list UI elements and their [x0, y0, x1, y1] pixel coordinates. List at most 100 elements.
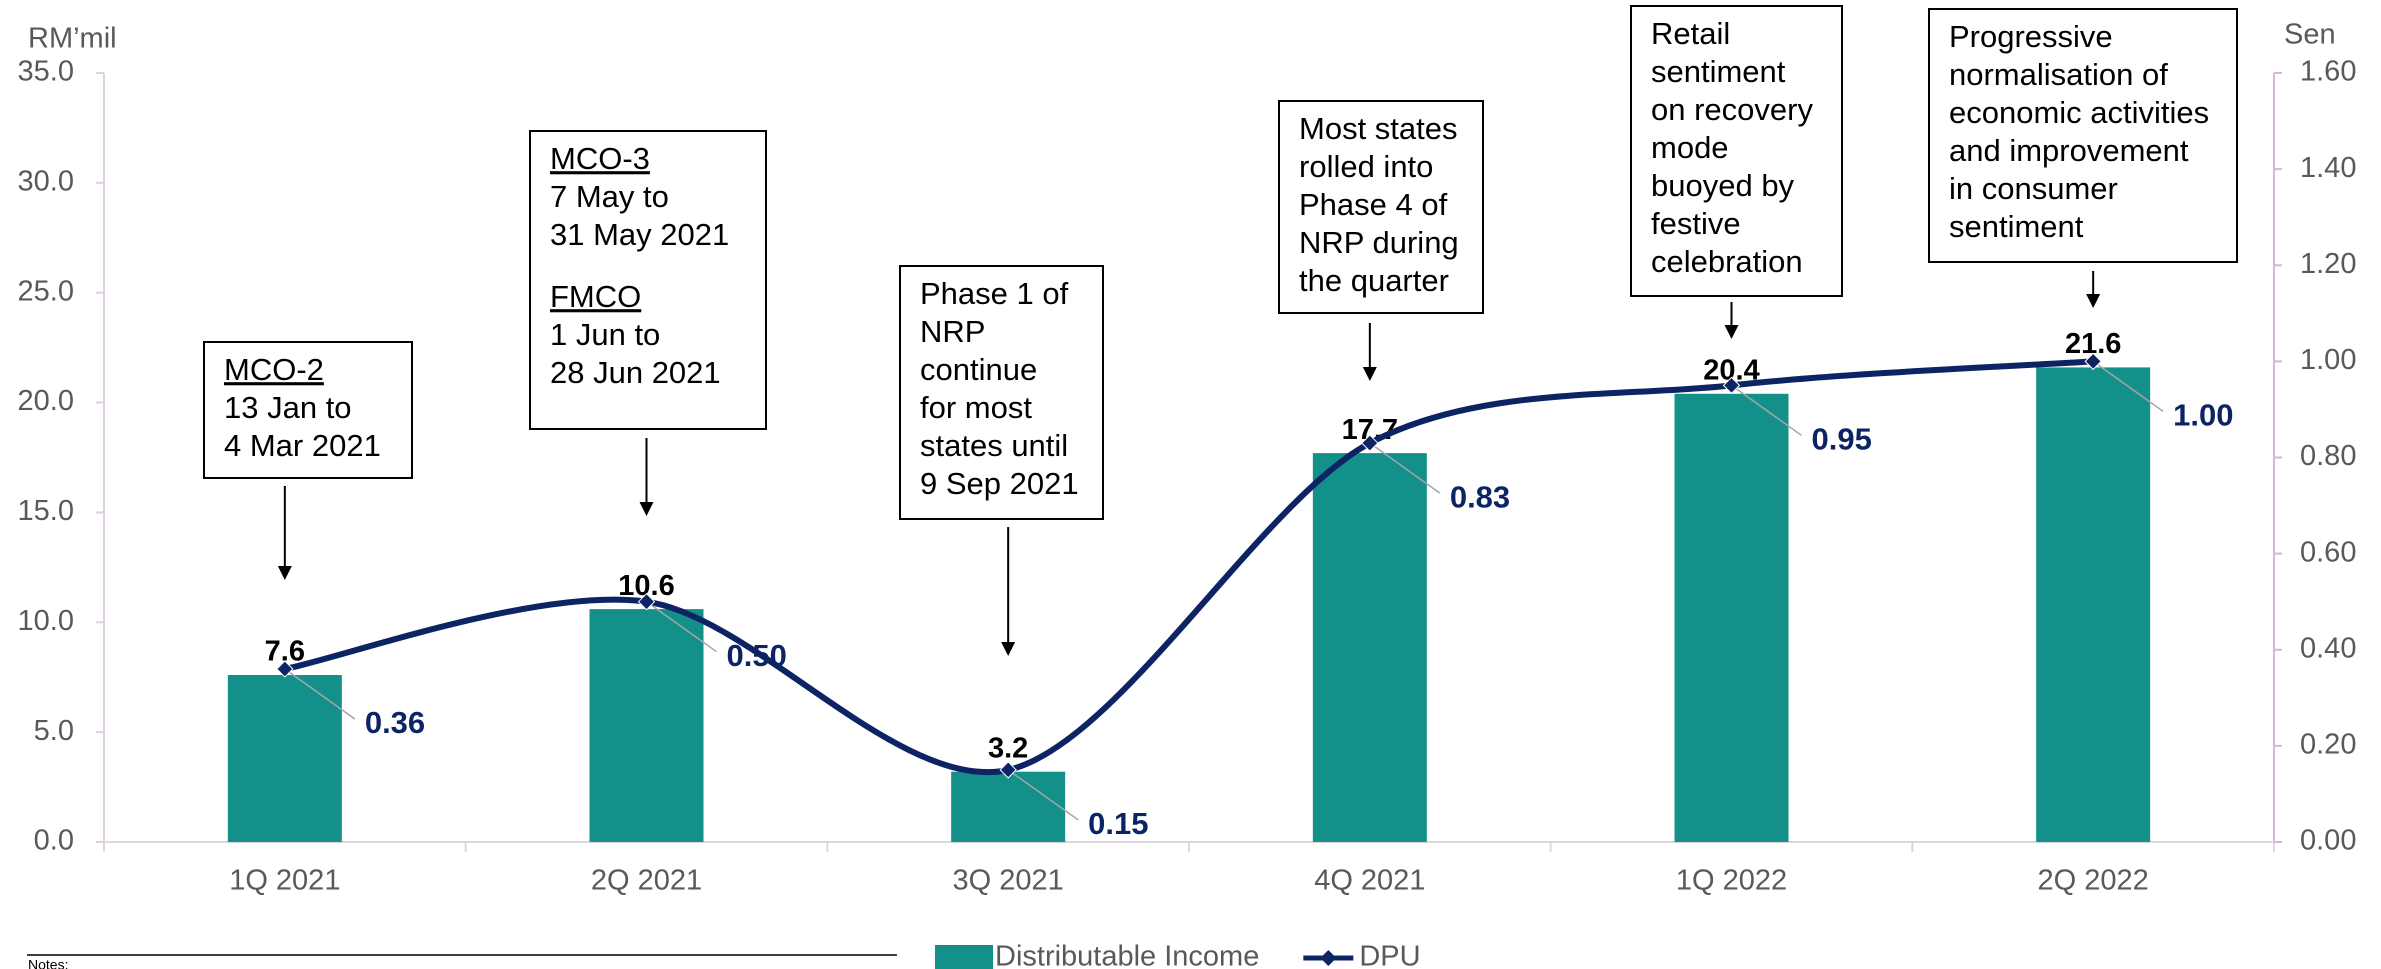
- annotation-text: sentiment: [1651, 54, 1786, 89]
- y-tick-label: 10.0: [18, 605, 74, 637]
- annotation-text: 1 Jun to: [550, 317, 660, 352]
- dpu-marker: [1722, 376, 1741, 395]
- x-tick-label: 4Q 2021: [1314, 865, 1425, 897]
- dpu-value-label: 0.50: [727, 638, 787, 673]
- dpu-value-label: 0.15: [1088, 806, 1148, 841]
- annotation-text: mode: [1651, 130, 1729, 165]
- x-tick-label: 1Q 2022: [1676, 865, 1787, 897]
- annotation-text: economic activities: [1949, 95, 2209, 130]
- y-axis-label: RM’mil: [28, 23, 117, 55]
- leader-line: [2092, 360, 2164, 412]
- annotation-heading: MCO-3: [550, 141, 650, 176]
- annotation-arrowhead: [1001, 642, 1016, 656]
- bar: [1312, 453, 1427, 842]
- dpu-value-label: 0.95: [1812, 422, 1872, 457]
- annotation-text: Retail: [1651, 16, 1730, 51]
- y2-tick-label: 1.00: [2300, 344, 2356, 376]
- annotation-text: 7 May to: [550, 179, 669, 214]
- annotation-text: sentiment: [1949, 209, 2084, 244]
- annotation-text: for most: [920, 390, 1032, 425]
- legend-label: Distributable Income: [995, 941, 1259, 969]
- y-tick-label: 0.0: [34, 825, 74, 857]
- annotation-text: continue: [920, 352, 1037, 387]
- annotation-box: [203, 341, 413, 479]
- annotation-text: Most states: [1299, 111, 1458, 146]
- y-tick-label: 25.0: [18, 275, 74, 307]
- dpu-line: [284, 358, 2094, 775]
- annotation-heading: FMCO: [550, 279, 641, 314]
- x-tick-label: 2Q 2021: [591, 865, 702, 897]
- bar: [951, 771, 1066, 842]
- annotation-text: on recovery: [1651, 92, 1813, 127]
- dpu-value-label: 0.36: [365, 705, 425, 740]
- annotation-text: 28 Jun 2021: [550, 355, 721, 390]
- annotation-text: NRP during: [1299, 225, 1459, 260]
- y-tick-label: 15.0: [18, 495, 74, 527]
- annotation-text: and improvement: [1949, 133, 2189, 168]
- leader-line: [284, 668, 356, 720]
- annotation-text: 31 May 2021: [550, 217, 729, 252]
- annotation-arrowhead: [2086, 294, 2101, 308]
- annotation-box: [529, 130, 767, 430]
- y-tick-label: 5.0: [34, 715, 74, 747]
- annotation-text: celebration: [1651, 244, 1803, 279]
- dpu-marker: [1361, 434, 1379, 452]
- bar: [2036, 367, 2151, 842]
- leader-line: [646, 601, 717, 653]
- annotation-text: Phase 1 of: [920, 276, 1069, 311]
- dpu-value-label: 0.83: [1450, 479, 1510, 514]
- y2-tick-label: 1.40: [2300, 152, 2356, 184]
- dpu-marker: [999, 761, 1017, 779]
- annotation-text: states until: [920, 428, 1068, 463]
- notes: Notes:: [28, 957, 68, 969]
- annotation-text: 4 Mar 2021: [224, 428, 381, 463]
- dpu-marker: [637, 592, 656, 611]
- y2-tick-label: 1.20: [2300, 248, 2356, 280]
- annotation-heading: MCO-2: [224, 352, 324, 387]
- legend-label: DPU: [1359, 941, 1420, 969]
- annotation-text: the quarter: [1299, 263, 1449, 298]
- dpu-marker: [2084, 352, 2102, 371]
- x-tick-label: 3Q 2021: [953, 865, 1064, 897]
- bar: [227, 675, 342, 842]
- annotation-text: Progressive: [1949, 19, 2113, 54]
- y2-tick-label: 1.60: [2300, 56, 2356, 88]
- annotation-text: Phase 4 of: [1299, 187, 1448, 222]
- y-tick-label: 20.0: [18, 385, 74, 417]
- annotation-box: [1928, 8, 2238, 263]
- bar-value-label: 3.2: [988, 732, 1028, 764]
- y-tick-label: 30.0: [18, 166, 74, 198]
- y2-tick-label: 0.40: [2300, 632, 2356, 664]
- dpu-value-label: 1.00: [2173, 398, 2233, 433]
- legend-swatch: [935, 945, 993, 969]
- annotation-text: 9 Sep 2021: [920, 466, 1079, 501]
- annotation-box: [1630, 5, 1843, 297]
- annotation-box: [1278, 100, 1484, 314]
- annotation-text: NRP: [920, 314, 985, 349]
- leader-line: [1369, 442, 1441, 494]
- y2-axis-label: Sen: [2284, 19, 2336, 51]
- annotation-text: in consumer: [1949, 171, 2118, 206]
- y-tick-label: 35.0: [18, 56, 74, 88]
- annotation-text: buoyed by: [1651, 168, 1795, 203]
- x-tick-label: 1Q 2021: [229, 865, 340, 897]
- y2-tick-label: 0.20: [2300, 729, 2356, 761]
- bar: [1674, 393, 1789, 842]
- annotation-text: festive: [1651, 206, 1741, 241]
- annotation-text: rolled into: [1299, 149, 1433, 184]
- y2-tick-label: 0.60: [2300, 536, 2356, 568]
- bar: [589, 609, 704, 842]
- leader-line: [1007, 769, 1079, 821]
- leader-line: [1731, 384, 1802, 437]
- annotation-text: normalisation of: [1949, 57, 2168, 92]
- annotation-arrowhead: [1362, 367, 1377, 381]
- dpu-marker: [276, 660, 294, 678]
- annotation-text: 13 Jan to: [224, 390, 352, 425]
- x-tick-label: 2Q 2022: [2038, 865, 2149, 897]
- annotation-arrowhead: [639, 502, 654, 516]
- y2-tick-label: 0.00: [2300, 825, 2356, 857]
- annotation-arrowhead: [1724, 325, 1739, 339]
- annotation-arrowhead: [277, 566, 292, 580]
- y2-tick-label: 0.80: [2300, 440, 2356, 472]
